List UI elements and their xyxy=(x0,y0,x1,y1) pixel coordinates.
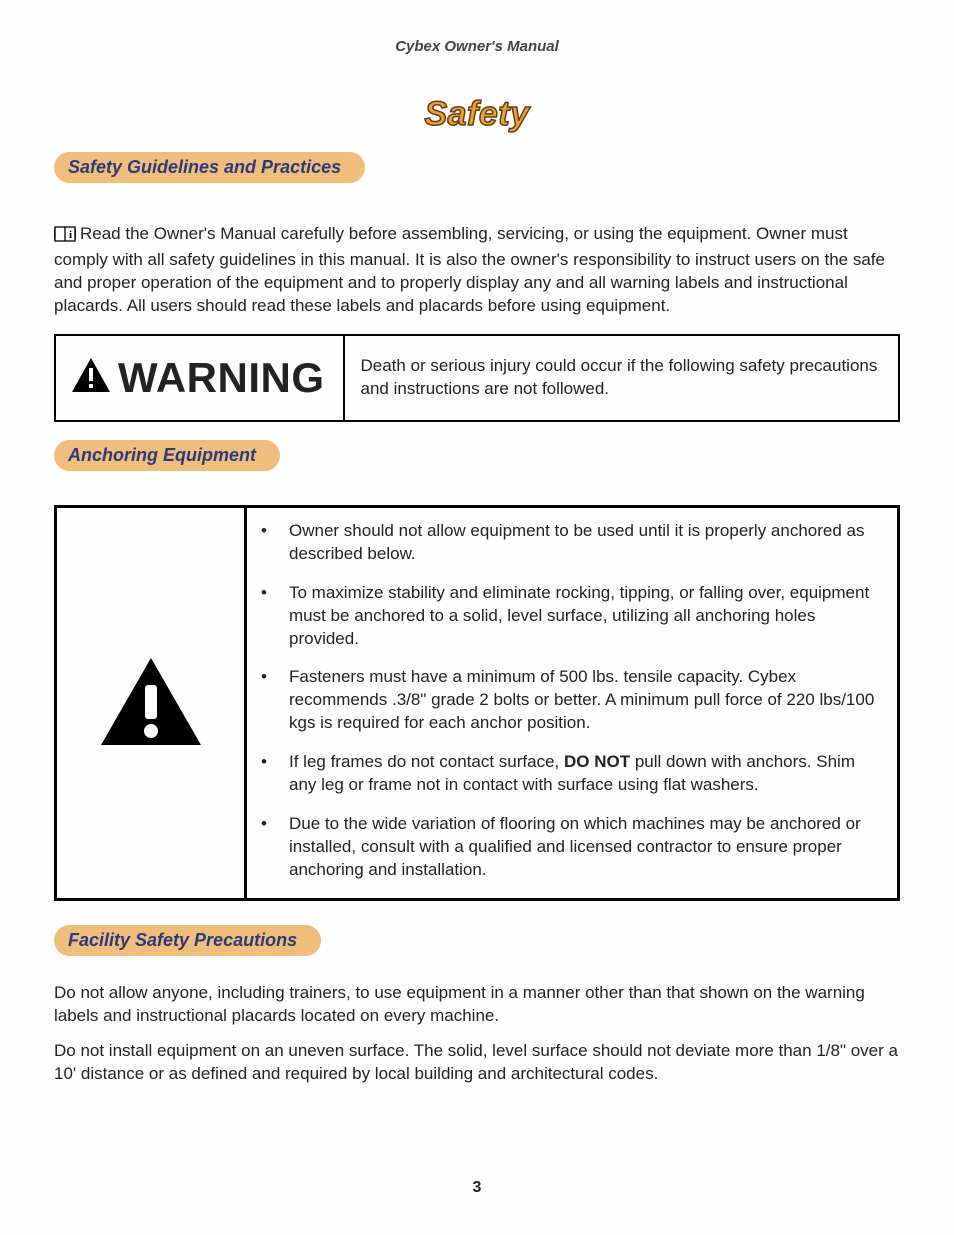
svg-text:i: i xyxy=(69,229,72,241)
section-heading-facility: Facility Safety Precautions xyxy=(54,925,321,956)
warning-triangle-large-icon xyxy=(96,653,206,753)
anchoring-table: •Owner should not allow equipment to be … xyxy=(54,505,900,901)
bullet-item: •Due to the wide variation of flooring o… xyxy=(247,807,889,892)
bullet-marker: • xyxy=(261,520,289,566)
warning-label: WARNING xyxy=(118,354,325,402)
warning-box: WARNING Death or serious injury could oc… xyxy=(54,334,900,422)
anchoring-icon-cell xyxy=(57,508,247,898)
bullet-marker: • xyxy=(261,666,289,735)
section-heading-label: Facility Safety Precautions xyxy=(68,930,297,950)
bullet-item: •If leg frames do not contact surface, D… xyxy=(247,745,889,807)
bullet-item: •Owner should not allow equipment to be … xyxy=(247,514,889,576)
section-heading-guidelines: Safety Guidelines and Practices xyxy=(54,152,365,183)
bullet-item: •Fasteners must have a minimum of 500 lb… xyxy=(247,660,889,745)
intro-text: Read the Owner's Manual carefully before… xyxy=(54,224,885,315)
bullet-marker: • xyxy=(261,582,289,651)
bullet-text: To maximize stability and eliminate rock… xyxy=(289,582,881,651)
intro-paragraph: i Read the Owner's Manual carefully befo… xyxy=(54,223,900,318)
bullet-item: •To maximize stability and eliminate roc… xyxy=(247,576,889,661)
section-heading-label: Safety Guidelines and Practices xyxy=(68,157,341,177)
bullet-text: If leg frames do not contact surface, DO… xyxy=(289,751,881,797)
bullet-text: Owner should not allow equipment to be u… xyxy=(289,520,881,566)
warning-triangle-icon xyxy=(70,356,112,399)
bullet-marker: • xyxy=(261,813,289,882)
bullet-text: Due to the wide variation of flooring on… xyxy=(289,813,881,882)
bullet-marker: • xyxy=(261,751,289,797)
warning-text: Death or serious injury could occur if t… xyxy=(345,336,899,420)
anchoring-bullets: •Owner should not allow equipment to be … xyxy=(247,508,897,898)
book-info-icon: i xyxy=(54,226,76,249)
warning-label-cell: WARNING xyxy=(56,336,345,420)
page-number: 3 xyxy=(0,1179,954,1197)
section-heading-anchoring: Anchoring Equipment xyxy=(54,440,280,471)
bullet-text: Fasteners must have a minimum of 500 lbs… xyxy=(289,666,881,735)
section-heading-label: Anchoring Equipment xyxy=(68,445,256,465)
facility-paragraph: Do not install equipment on an uneven su… xyxy=(54,1040,900,1086)
page-title: Safety xyxy=(54,95,900,134)
facility-paragraph: Do not allow anyone, including trainers,… xyxy=(54,982,900,1028)
document-header: Cybex Owner's Manual xyxy=(54,38,900,55)
